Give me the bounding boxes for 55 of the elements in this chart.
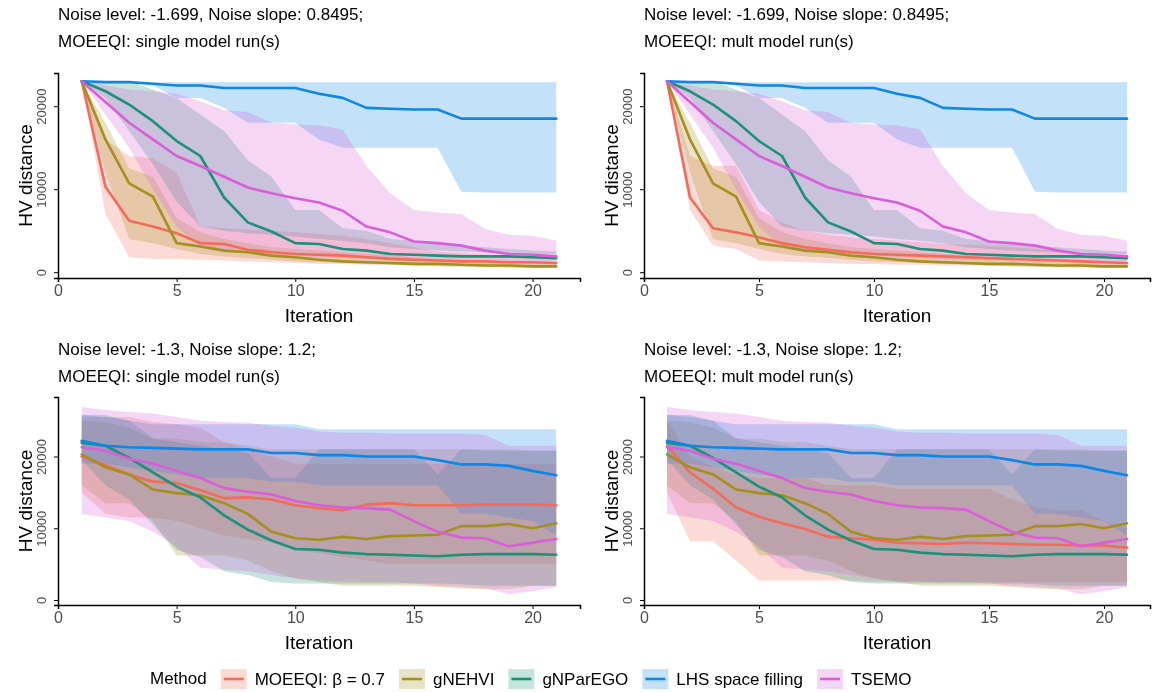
- chart-title: Noise level: -1.699, Noise slope: 0.8495; MOEEQI: mult model run(s): [644, 5, 950, 51]
- y-tick-label: 0: [34, 596, 49, 605]
- y-axis-title: HV distance: [601, 124, 622, 227]
- x-tick-label: 10: [286, 609, 305, 627]
- y-tick-label: 20000: [34, 438, 49, 476]
- y-tick-label: 20000: [620, 438, 635, 476]
- x-tick-label: 0: [54, 282, 64, 300]
- y-tick-label: 10000: [34, 510, 49, 547]
- y-tick-label: 10000: [620, 171, 635, 208]
- x-tick-label: 15: [980, 282, 999, 300]
- chart-title: Noise level: -1.3, Noise slope: 1.2; MOEEQI: single model run(s): [58, 340, 316, 386]
- x-tick-label: 5: [172, 282, 182, 300]
- y-tick-label: 10000: [34, 171, 49, 208]
- legend-label: gNEHVI: [432, 670, 495, 689]
- x-tick-label: 20: [1095, 609, 1114, 627]
- legend-label: gNParEGO: [542, 670, 629, 689]
- x-tick-label: 10: [286, 282, 305, 300]
- y-tick-label: 0: [34, 269, 49, 277]
- x-axis-title: Iteration: [284, 632, 354, 653]
- y-axis-title: HV distance: [15, 124, 36, 227]
- x-tick-label: 10: [865, 282, 884, 300]
- chart-title: Noise level: -1.699, Noise slope: 0.8495; MOEEQI: single model run(s): [58, 5, 364, 51]
- y-tick-label: 10000: [620, 510, 635, 547]
- y-tick-label: 0: [620, 596, 635, 605]
- line-series: [80, 80, 558, 120]
- x-tick-label: 15: [980, 609, 999, 627]
- line-series: [665, 80, 1129, 120]
- x-axis-title: Iteration: [862, 632, 932, 653]
- legend-label: LHS space filling: [676, 670, 803, 689]
- x-axis-title: Iteration: [862, 305, 932, 326]
- x-axis-title: Iteration: [284, 305, 354, 326]
- legend-label: MOEEQI: β = 0.7: [254, 670, 385, 689]
- x-tick-label: 20: [1095, 282, 1114, 300]
- line-series: [80, 439, 558, 477]
- legend-label: TSEMO: [850, 670, 912, 689]
- line-series: [665, 439, 1129, 477]
- legend-title: Method: [150, 669, 207, 688]
- y-axis-title: HV distance: [15, 449, 36, 553]
- line-series: [80, 455, 558, 512]
- x-tick-label: 15: [405, 282, 424, 300]
- x-tick-label: 20: [524, 282, 543, 300]
- x-tick-label: 0: [54, 609, 64, 627]
- x-tick-label: 5: [755, 609, 765, 627]
- y-tick-label: 20000: [34, 88, 49, 125]
- chart-title: Noise level: -1.3, Noise slope: 1.2; MOEEQI: mult model run(s): [644, 340, 902, 386]
- y-axis-title: HV distance: [601, 449, 622, 553]
- x-tick-label: 0: [640, 609, 650, 627]
- x-tick-label: 5: [755, 282, 765, 300]
- x-tick-label: 5: [172, 609, 182, 627]
- x-tick-label: 10: [865, 609, 884, 627]
- x-tick-label: 20: [524, 609, 543, 627]
- x-tick-label: 0: [640, 282, 650, 300]
- y-tick-label: 20000: [620, 88, 635, 125]
- x-tick-label: 15: [405, 609, 424, 627]
- y-tick-label: 0: [620, 269, 635, 277]
